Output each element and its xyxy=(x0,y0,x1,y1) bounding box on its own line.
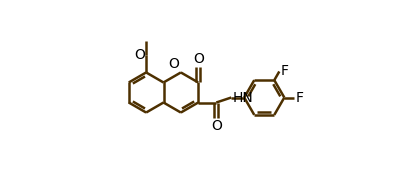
Text: F: F xyxy=(295,90,303,105)
Text: HN: HN xyxy=(232,90,253,105)
Text: O: O xyxy=(211,119,222,133)
Text: F: F xyxy=(280,65,288,78)
Text: O: O xyxy=(134,48,145,62)
Text: O: O xyxy=(193,52,204,66)
Text: O: O xyxy=(168,57,179,71)
